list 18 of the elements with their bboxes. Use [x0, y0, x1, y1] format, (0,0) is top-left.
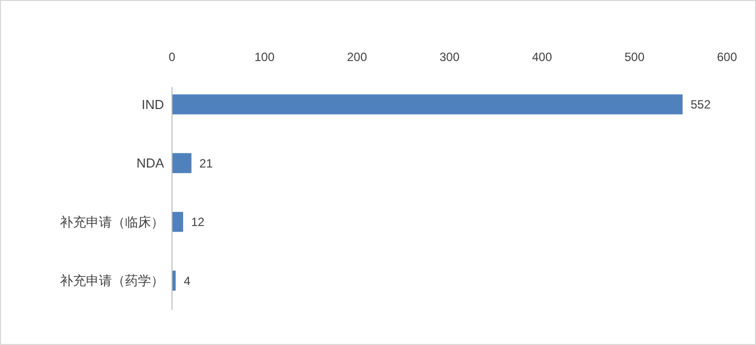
x-tick-label: 0 — [168, 50, 176, 64]
x-tick-label: 400 — [532, 50, 552, 64]
data-label: 4 — [184, 274, 191, 288]
y-tick-label: 补充申请（药学） — [60, 273, 164, 288]
x-tick-label: 100 — [254, 50, 275, 64]
x-tick-label: 200 — [346, 50, 368, 64]
data-label: 12 — [191, 215, 205, 230]
x-tick-label: 600 — [716, 50, 738, 64]
bar — [172, 212, 184, 232]
y-tick-label: 补充申请（临床） — [60, 214, 164, 230]
bar — [172, 94, 683, 114]
y-tick-label: NDA — [136, 156, 164, 171]
data-label: 552 — [690, 98, 711, 112]
bar — [172, 153, 192, 174]
y-tick-label: IND — [142, 96, 164, 112]
x-tick-label: 300 — [439, 50, 460, 64]
x-tick-label: 500 — [624, 50, 645, 64]
data-label: 21 — [199, 156, 214, 170]
